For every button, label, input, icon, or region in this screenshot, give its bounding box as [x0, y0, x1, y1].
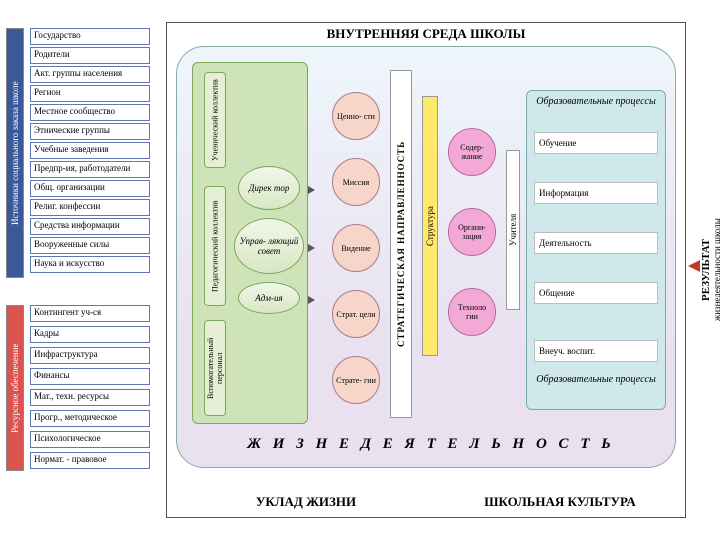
oval-admin: Адм-ия — [238, 282, 300, 314]
source-row: Местное сообщество — [30, 104, 150, 121]
life-band: Ж И З Н Е Д Е Я Т Е Л Ь Н О С Т Ь — [196, 436, 666, 453]
circle-vision: Видение — [332, 224, 380, 272]
rcell-1: Информация — [534, 182, 658, 204]
green-v-2: Вспомогательный персонал — [204, 320, 226, 416]
resource-row: Психологическое — [30, 431, 150, 448]
strip-teachers: Учителя — [506, 150, 520, 310]
strip-structure: Структура — [422, 96, 438, 356]
circle-strategy: Страте- гии — [332, 356, 380, 404]
source-row: Регион — [30, 85, 150, 102]
resource-row: Мат., техн. ресурсы — [30, 389, 150, 406]
rtitle-bot: Образовательные процессы — [526, 374, 666, 385]
left-label-resources: Ресурсное обеспечение — [6, 305, 24, 471]
arrow-icon — [308, 186, 315, 194]
oval-director: Дирек тор — [238, 166, 300, 210]
pink-org: Органи- зация — [448, 208, 496, 256]
source-row: Общ. организации — [30, 180, 150, 197]
green-v-1: Педагогический коллектив — [204, 186, 226, 306]
circle-values: Ценно- сти — [332, 92, 380, 140]
oval-council: Управ- ляющий совет — [234, 218, 304, 274]
pink-content: Содер- жание — [448, 128, 496, 176]
result-main: РЕЗУЛЬТАТ — [700, 120, 712, 420]
source-row: Вооруженные силы — [30, 237, 150, 254]
source-row: Предпр-ия, работодатели — [30, 161, 150, 178]
rcell-3: Общение — [534, 282, 658, 304]
resource-row: Финансы — [30, 368, 150, 385]
source-row: Этнические группы — [30, 123, 150, 140]
result-sub: жизнедеятельности школы — [712, 219, 720, 322]
arrow-icon — [308, 296, 315, 304]
result-label: РЕЗУЛЬТАТ жизнедеятельности школы — [700, 120, 718, 420]
resource-row: Нормат. - правовое — [30, 452, 150, 469]
source-row: Родители — [30, 47, 150, 64]
resource-row: Прогр., методическое — [30, 410, 150, 427]
source-row: Государство — [30, 28, 150, 45]
resource-row: Кадры — [30, 326, 150, 343]
source-row: Религ. конфессии — [30, 199, 150, 216]
resource-row: Контингент уч-ся — [30, 305, 150, 322]
rtitle-top: Образовательные процессы — [526, 96, 666, 107]
bottom-left-title: УКЛАД ЖИЗНИ — [186, 494, 426, 510]
source-row: Наука и искусство — [30, 256, 150, 273]
title-inner-env: ВНУТРЕННЯЯ СРЕДА ШКОЛЫ — [166, 26, 686, 42]
left-label-sources: Источники социального заказа школе — [6, 28, 24, 278]
arrow-icon — [308, 244, 315, 252]
circle-goals: Страт. цели — [332, 290, 380, 338]
rcell-2: Деятельность — [534, 232, 658, 254]
bottom-right-title: ШКОЛЬНАЯ КУЛЬТУРА — [440, 494, 680, 510]
circle-mission: Миссия — [332, 158, 380, 206]
source-row: Акт. группы населения — [30, 66, 150, 83]
source-row: Учебные заведения — [30, 142, 150, 159]
rcell-0: Обучение — [534, 132, 658, 154]
pink-tech: Техноло гии — [448, 288, 496, 336]
strip-strategy: СТРАТЕГИЧЕСКАЯ НАПРАВЛЕННОСТЬ — [390, 70, 412, 418]
resource-row: Инфраструктура — [30, 347, 150, 364]
rcell-4: Внеуч. воспит. — [534, 340, 658, 362]
green-v-0: Ученический коллектив — [204, 72, 226, 168]
result-arrow-icon — [688, 260, 700, 272]
source-row: Средства информации — [30, 218, 150, 235]
